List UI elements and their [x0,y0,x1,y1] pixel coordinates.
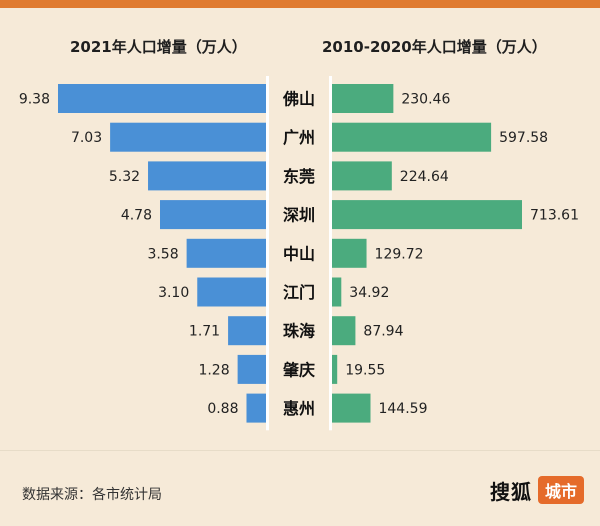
left-bar-8 [246,393,266,423]
left-value-label-7: 1.28 [198,362,229,378]
category-label-5: 江门 [283,283,315,302]
sohu-city-logo: 搜狐 城市 [490,476,584,504]
left-bar-2 [148,161,266,191]
top-accent-bar [0,0,600,8]
right-axis-line [329,76,332,431]
footer-divider [0,450,600,451]
right-value-label-4: 129.72 [375,246,424,262]
left-bar-4 [186,238,266,268]
right-bar-4 [332,238,367,268]
right-bar-2 [332,161,392,191]
left-bar-5 [197,277,266,307]
category-label-6: 珠海 [283,322,315,341]
left-bar-0 [58,84,266,113]
category-label-0: 佛山 [282,90,315,109]
right-chart-title: 2010-2020年人口增量（万人） [322,38,547,56]
right-bar-1 [332,122,492,152]
left-value-label-2: 5.32 [109,169,140,185]
left-value-label-1: 7.03 [71,130,102,146]
right-value-label-5: 34.92 [349,285,389,301]
right-value-label-1: 597.58 [499,130,548,146]
left-bar-6 [228,316,266,346]
right-value-label-0: 230.46 [401,92,450,108]
data-source-note: 数据来源：各市统计局 [22,487,162,503]
left-bar-3 [160,200,266,230]
category-label-8: 惠州 [283,399,315,418]
right-bar-8 [332,393,371,423]
right-value-label-6: 87.94 [363,324,403,340]
category-label-4: 中山 [283,244,315,263]
left-chart-title: 2021年人口增量（万人） [70,38,247,56]
right-value-label-3: 713.61 [530,208,579,224]
left-bar-7 [237,354,266,384]
butterfly-bar-chart: 9.38 佛山 230.46 7.03 广州 597.58 5.32 东莞 224.64 4.78… [19,76,579,431]
right-value-label-2: 224.64 [400,169,449,185]
right-value-label-7: 19.55 [345,362,385,378]
right-bar-7 [332,354,338,384]
right-bar-3 [332,200,522,230]
left-axis-line [266,76,269,431]
left-value-label-3: 4.78 [121,208,152,224]
left-value-label-8: 0.88 [207,401,238,417]
category-label-1: 广州 [283,128,315,147]
logo-badge: 城市 [537,476,584,504]
left-bar-1 [110,122,267,152]
category-label-7: 肇庆 [282,360,315,379]
category-label-2: 东莞 [283,167,315,186]
logo-main-text: 搜狐 [489,479,532,504]
right-bar-0 [332,84,394,113]
left-value-label-0: 9.38 [19,92,50,108]
right-bar-6 [332,316,356,346]
left-value-label-4: 3.58 [147,246,178,262]
right-value-label-8: 144.59 [378,401,427,417]
right-bar-5 [332,277,342,307]
left-value-label-5: 3.10 [158,285,189,301]
category-label-3: 深圳 [283,206,315,225]
left-value-label-6: 1.71 [189,324,220,340]
